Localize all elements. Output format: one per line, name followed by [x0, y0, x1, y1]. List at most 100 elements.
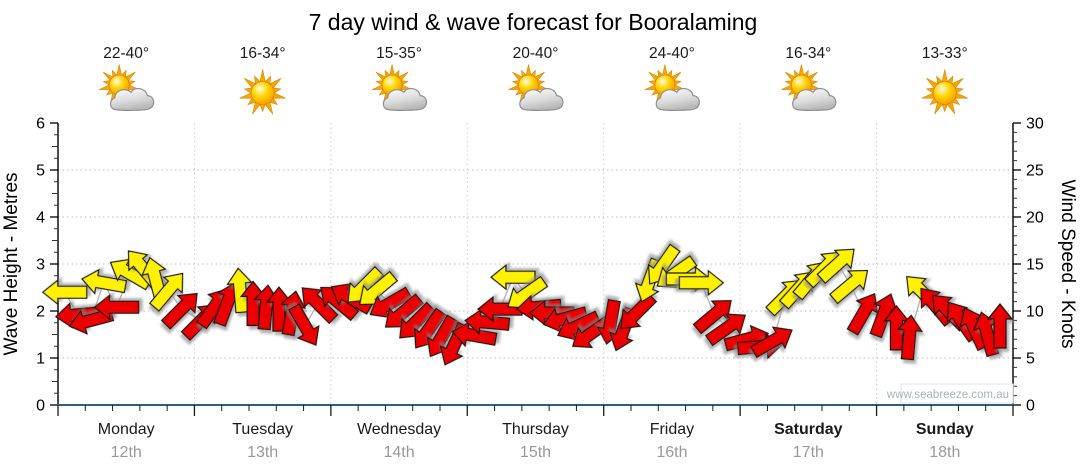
wind-arrow: [692, 300, 732, 335]
watermark-text: www.seabreeze.com.au: [886, 389, 1009, 401]
wind-arrow: [896, 314, 924, 361]
wind-arrow: [68, 308, 115, 335]
wind-arrow: [490, 263, 536, 291]
cloud-shape: [109, 87, 155, 111]
wind-axis-title: Wind Speed - Knots: [1057, 180, 1078, 349]
wind-tick-label: 10: [1026, 304, 1044, 321]
sun-cloud-icon: [371, 64, 428, 111]
day-name-label: Tuesday: [232, 421, 293, 438]
day-headers-layer: 22-40° Monday 12th 16-34° Tuesday 13th 15-35° W…: [98, 45, 974, 461]
wind-arrow-shape: [678, 269, 725, 297]
wind-arrow: [287, 303, 320, 346]
day-name-label: Monday: [98, 421, 155, 438]
wind-arrow: [301, 287, 339, 325]
day-date-label: 18th: [929, 444, 960, 461]
wave-tick-label: 2: [36, 304, 45, 321]
sun-disc: [932, 81, 957, 105]
wind-tick-label: 30: [1026, 116, 1044, 133]
wind-arrow-shape: [816, 248, 855, 285]
sun-icon: [239, 69, 286, 115]
axes-layer: 0 1 2 3 4 5 6 0 5 10 15 20 25 30: [36, 116, 1044, 416]
cloud-part: [792, 87, 837, 111]
cloud-part: [382, 87, 428, 111]
wind-series-layer: [41, 243, 1014, 366]
temp-range-label: 16-34°: [785, 45, 831, 62]
wind-arrow-shape: [148, 272, 184, 312]
temp-range-label: 13-33°: [922, 45, 968, 62]
wind-tick-label: 0: [1026, 398, 1035, 415]
wind-arrow-shape: [846, 293, 879, 336]
wind-tick-label: 25: [1026, 163, 1044, 180]
gridlines-layer: [58, 123, 1013, 405]
wind-arrow-shape: [287, 303, 320, 346]
wave-tick-label: 4: [36, 210, 45, 227]
wind-arrow-shape: [160, 292, 198, 330]
day-name-label: Friday: [650, 421, 694, 438]
day-date-label: 13th: [247, 444, 278, 461]
day-date-label: 17th: [793, 444, 824, 461]
wind-tick-label: 20: [1026, 210, 1044, 227]
day-date-label: 14th: [384, 444, 415, 461]
wind-arrow-shape: [490, 263, 536, 291]
wind-arrow: [41, 278, 88, 306]
wind-arrow-shape: [896, 314, 924, 361]
wind-arrow-shape: [93, 293, 140, 321]
wind-arrow-shape: [620, 292, 658, 330]
wind-arrow-shape: [704, 313, 747, 347]
wind-arrow-shape: [226, 267, 253, 314]
wave-tick-label: 5: [36, 163, 45, 180]
sun-cloud-icon: [644, 64, 700, 111]
sun-icon: [921, 69, 968, 115]
wave-tick-label: 3: [36, 257, 45, 274]
temp-range-label: 22-40°: [103, 45, 149, 62]
wind-arrow-shape: [41, 278, 88, 306]
wind-arrow: [160, 292, 198, 330]
wave-tick-label: 6: [36, 116, 45, 133]
sun-cloud-icon: [99, 64, 155, 111]
wind-arrow-shape: [68, 308, 115, 335]
wave-tick-label: 1: [36, 351, 45, 368]
wind-arrow: [81, 268, 128, 295]
day-name-label: Wednesday: [357, 421, 441, 438]
wind-arrow-shape: [301, 287, 339, 325]
cloud-shape: [382, 87, 428, 111]
watermark: www.seabreeze.com.au: [886, 383, 1014, 404]
wave-tick-label: 0: [36, 398, 45, 415]
temp-range-label: 15-35°: [376, 45, 422, 62]
watermark-box: [900, 383, 1014, 404]
temp-range-label: 16-34°: [240, 45, 286, 62]
cloud-shape: [655, 87, 700, 111]
wind-arrow: [750, 326, 793, 359]
wind-arrow: [678, 269, 725, 297]
wind-arrow: [148, 272, 184, 312]
temp-range-label: 20-40°: [513, 45, 559, 62]
wind-arrow-shape: [750, 326, 793, 359]
page-title: 7 day wind & wave forecast for Booralami…: [309, 9, 758, 35]
sun-cloud-icon: [508, 64, 564, 111]
sun-cloud-icon: [781, 64, 837, 111]
wind-arrow: [620, 292, 658, 330]
wind-arrow: [846, 293, 879, 336]
wind-arrow: [816, 248, 855, 285]
day-name-label: Saturday: [774, 421, 843, 438]
wind-arrow: [829, 269, 869, 305]
day-name-label: Sunday: [916, 421, 974, 438]
wind-arrow: [704, 313, 747, 347]
cloud-part: [519, 87, 564, 111]
wind-arrow-shape: [986, 303, 1014, 349]
cloud-part: [655, 87, 700, 111]
wind-arrow: [93, 293, 140, 321]
wind-arrow-shape: [829, 269, 869, 305]
cloud-shape: [792, 87, 837, 111]
wind-arrow-shape: [692, 300, 732, 335]
wind-arrow: [226, 267, 253, 314]
wind-tick-label: 5: [1026, 351, 1035, 368]
sun-disc: [250, 81, 275, 105]
wind-arrow: [986, 303, 1014, 349]
cloud-part: [109, 87, 155, 111]
temp-range-label: 24-40°: [649, 45, 695, 62]
day-name-label: Thursday: [502, 421, 569, 438]
wind-tick-label: 15: [1026, 257, 1044, 274]
